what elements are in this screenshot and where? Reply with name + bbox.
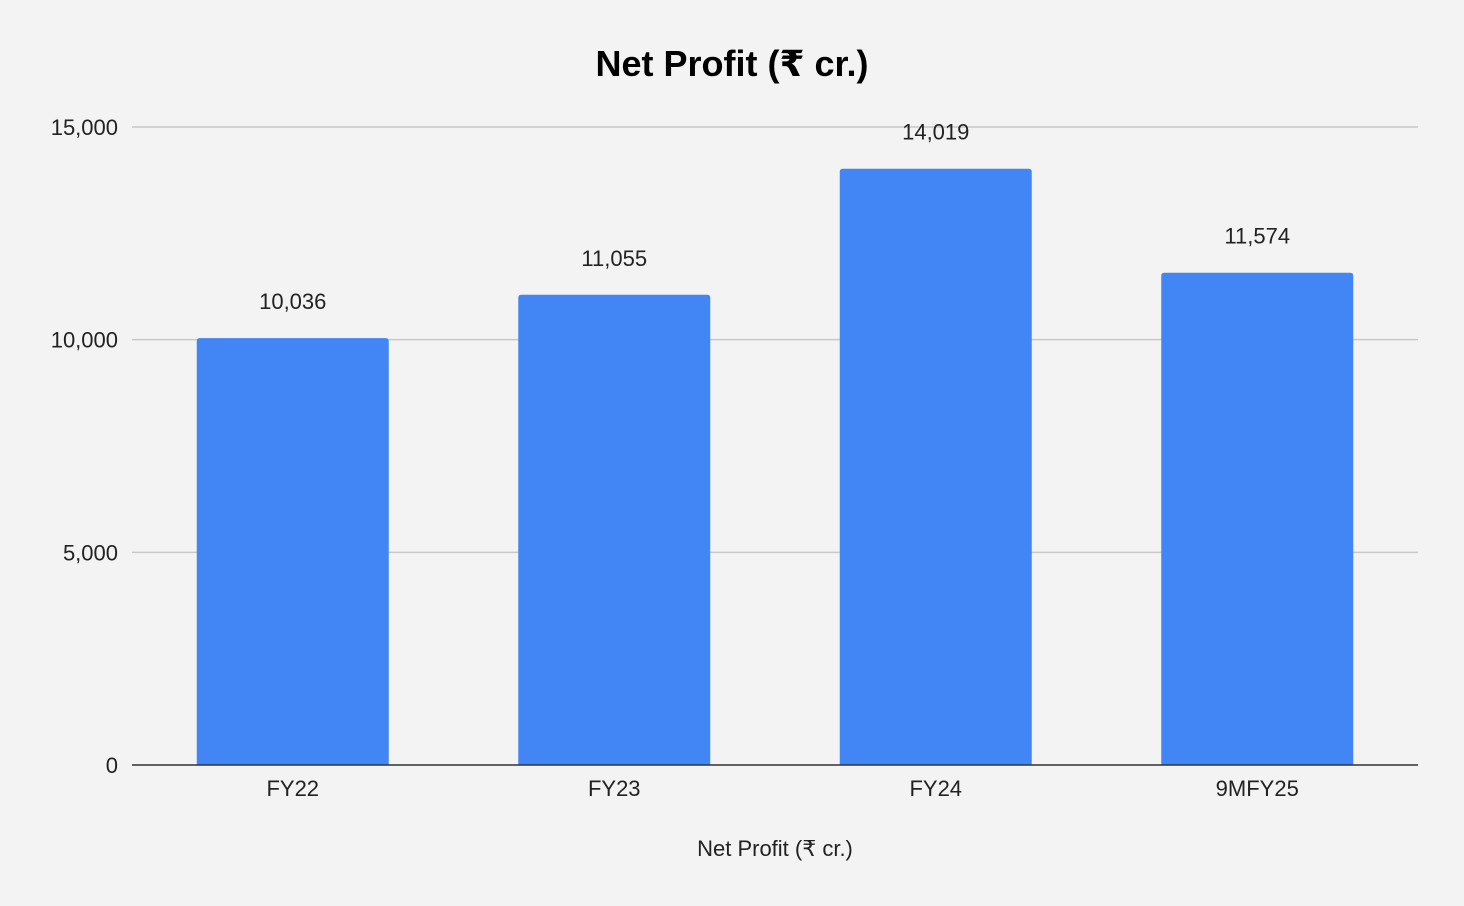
- data-label: 14,019: [902, 120, 969, 145]
- chart-title: Net Profit (₹ cr.): [595, 43, 868, 84]
- data-label: 11,055: [581, 246, 647, 271]
- data-label: 11,574: [1224, 224, 1290, 249]
- x-tick-label: FY22: [266, 776, 319, 801]
- bar-9mfy25: [1161, 272, 1354, 765]
- y-tick-label: 5,000: [63, 540, 118, 565]
- bars: [196, 168, 1354, 765]
- x-axis-ticks: FY22 FY23 FY24 9MFY25: [266, 776, 1298, 801]
- x-tick-label: FY23: [588, 776, 641, 801]
- y-axis-ticks: 0 5,000 10,000 15,000: [51, 115, 118, 778]
- data-labels: 10,036 11,055 14,019 11,574: [259, 120, 1290, 314]
- bar-fy24: [839, 168, 1032, 765]
- y-tick-label: 15,000: [51, 115, 118, 140]
- x-axis-title: Net Profit (₹ cr.): [697, 836, 853, 861]
- x-tick-label: FY24: [909, 776, 962, 801]
- bar-fy22: [196, 338, 389, 765]
- x-tick-label: 9MFY25: [1216, 776, 1299, 801]
- y-tick-label: 0: [106, 753, 118, 778]
- bar-fy23: [518, 294, 711, 765]
- data-label: 10,036: [259, 289, 326, 314]
- y-tick-label: 10,000: [51, 328, 118, 353]
